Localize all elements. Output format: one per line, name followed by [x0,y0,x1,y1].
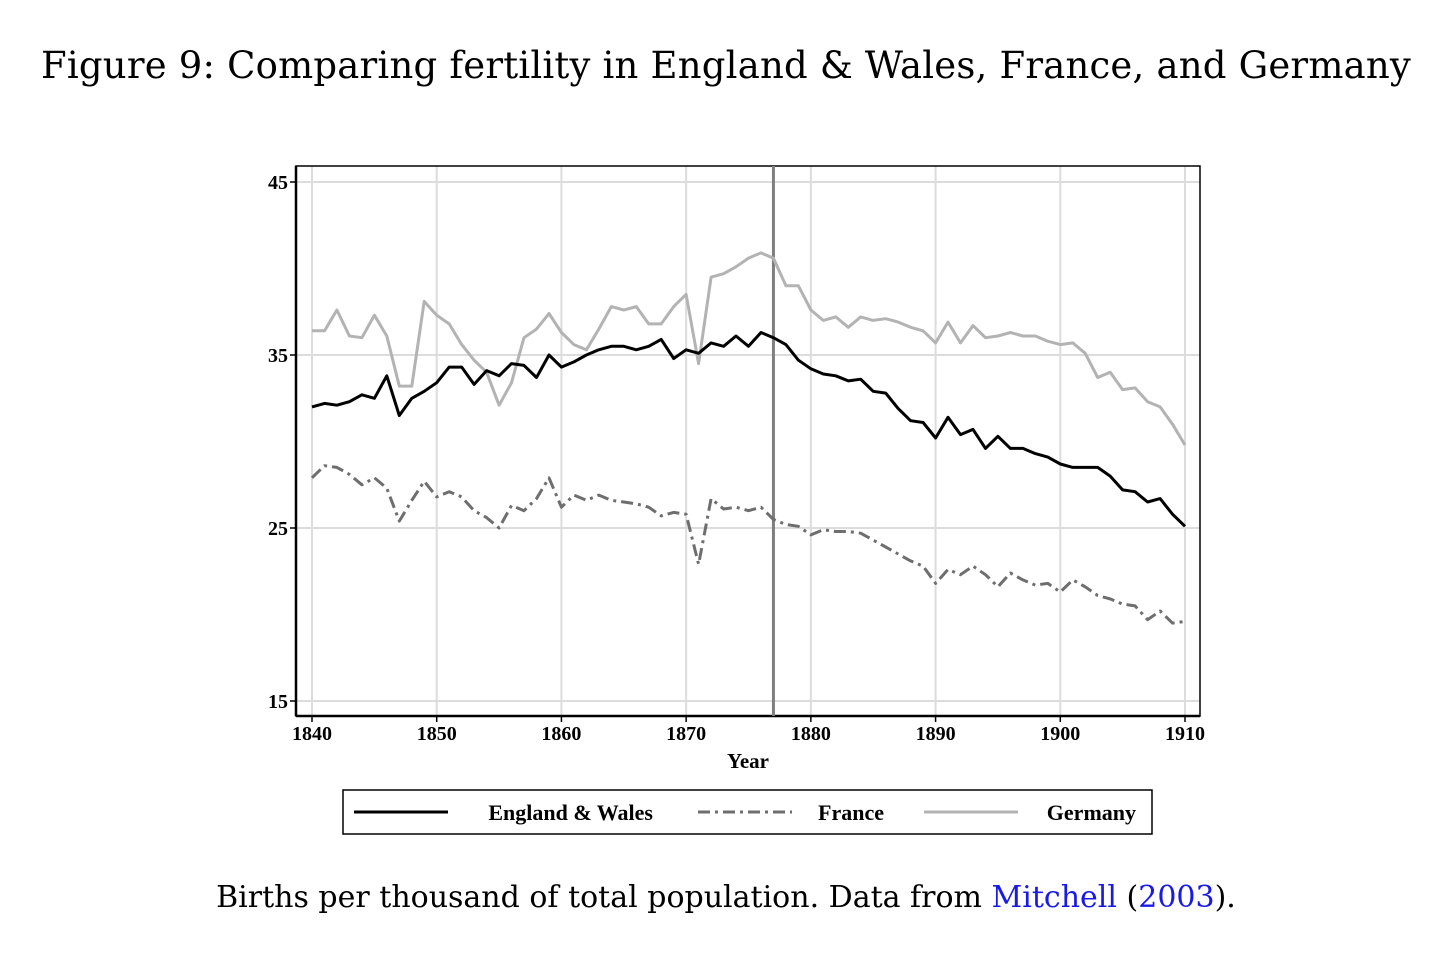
legend-label-france: France [818,800,884,825]
legend-label-germany: Germany [1047,800,1136,825]
y-tick-label: 35 [268,345,288,367]
x-tick-label: 1850 [417,723,457,745]
x-tick-label: 1860 [541,723,581,745]
legend-label-england-wales: England & Wales [488,800,653,825]
figure-title: Figure 9: Comparing fertility in England… [41,44,1411,87]
x-tick-label: 1870 [666,723,706,745]
figure-caption: Births per thousand of total population.… [0,880,1452,915]
x-tick-label: 1910 [1165,723,1205,745]
series-line-england-wales [311,331,1187,528]
plot-frame [295,165,1201,717]
citation-year-link[interactable]: 2003 [1138,880,1215,915]
x-axis-label: Year [727,749,769,773]
x-tick-label: 1900 [1040,723,1080,745]
y-tick-label: 15 [268,691,288,713]
caption-text: Births per thousand of total population.… [216,880,992,915]
caption-ref-close: ). [1214,880,1236,915]
x-tick-label: 1880 [791,723,831,745]
caption-ref-open: ( [1116,880,1139,915]
y-tick-label: 45 [268,172,288,194]
citation-author-link[interactable]: Mitchell [991,880,1117,915]
y-tick-label: 25 [268,518,288,540]
series-line-france [310,464,1186,625]
legend-box [342,789,1153,835]
grid-lines [296,166,1200,716]
axis-ticks: 1840 1850 1860 1870 1880 1890 1900 1910 15 25 35 45 [268,172,1205,745]
x-tick-label: 1890 [916,723,956,745]
series-line-germany [312,251,1187,446]
x-tick-label: 1840 [292,723,332,745]
series-layer [310,251,1187,625]
legend: England & Wales France Germany [342,789,1153,835]
